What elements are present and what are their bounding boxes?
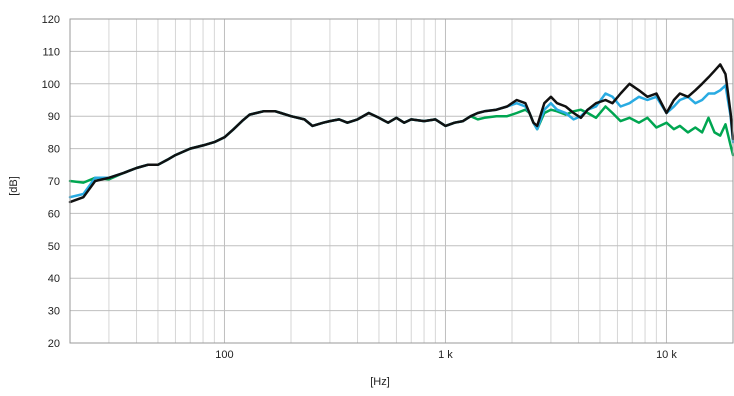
y-tick-label: 50 xyxy=(48,241,60,253)
y-tick-label: 40 xyxy=(48,273,60,285)
y-tick-label: 80 xyxy=(48,144,60,156)
y-tick-label: 30 xyxy=(48,306,60,318)
x-tick-label: 100 xyxy=(215,349,233,361)
x-tick-label: 10 k xyxy=(656,349,677,361)
series-line-1 xyxy=(68,105,734,184)
series-line-2 xyxy=(68,84,734,199)
y-tick-labels: 20 30 40 50 60 70 80 90 100 110 120 xyxy=(42,14,60,350)
grid xyxy=(69,18,734,344)
y-tick-label: 100 xyxy=(42,79,60,91)
series-lines xyxy=(68,63,734,204)
x-tick-labels: 100 1 k 10 k xyxy=(215,349,677,361)
x-tick-label: 1 k xyxy=(438,349,453,361)
y-tick-label: 60 xyxy=(48,208,60,220)
y-tick-label: 70 xyxy=(48,176,60,188)
y-tick-label: 120 xyxy=(42,14,60,26)
y-axis-label: [dB] xyxy=(8,176,20,196)
y-tick-label: 90 xyxy=(48,111,60,123)
y-tick-label: 20 xyxy=(48,338,60,350)
plot-frame xyxy=(69,18,734,344)
x-axis-label: [Hz] xyxy=(370,376,390,388)
series-line-3 xyxy=(68,63,734,204)
y-tick-label: 110 xyxy=(42,46,60,58)
